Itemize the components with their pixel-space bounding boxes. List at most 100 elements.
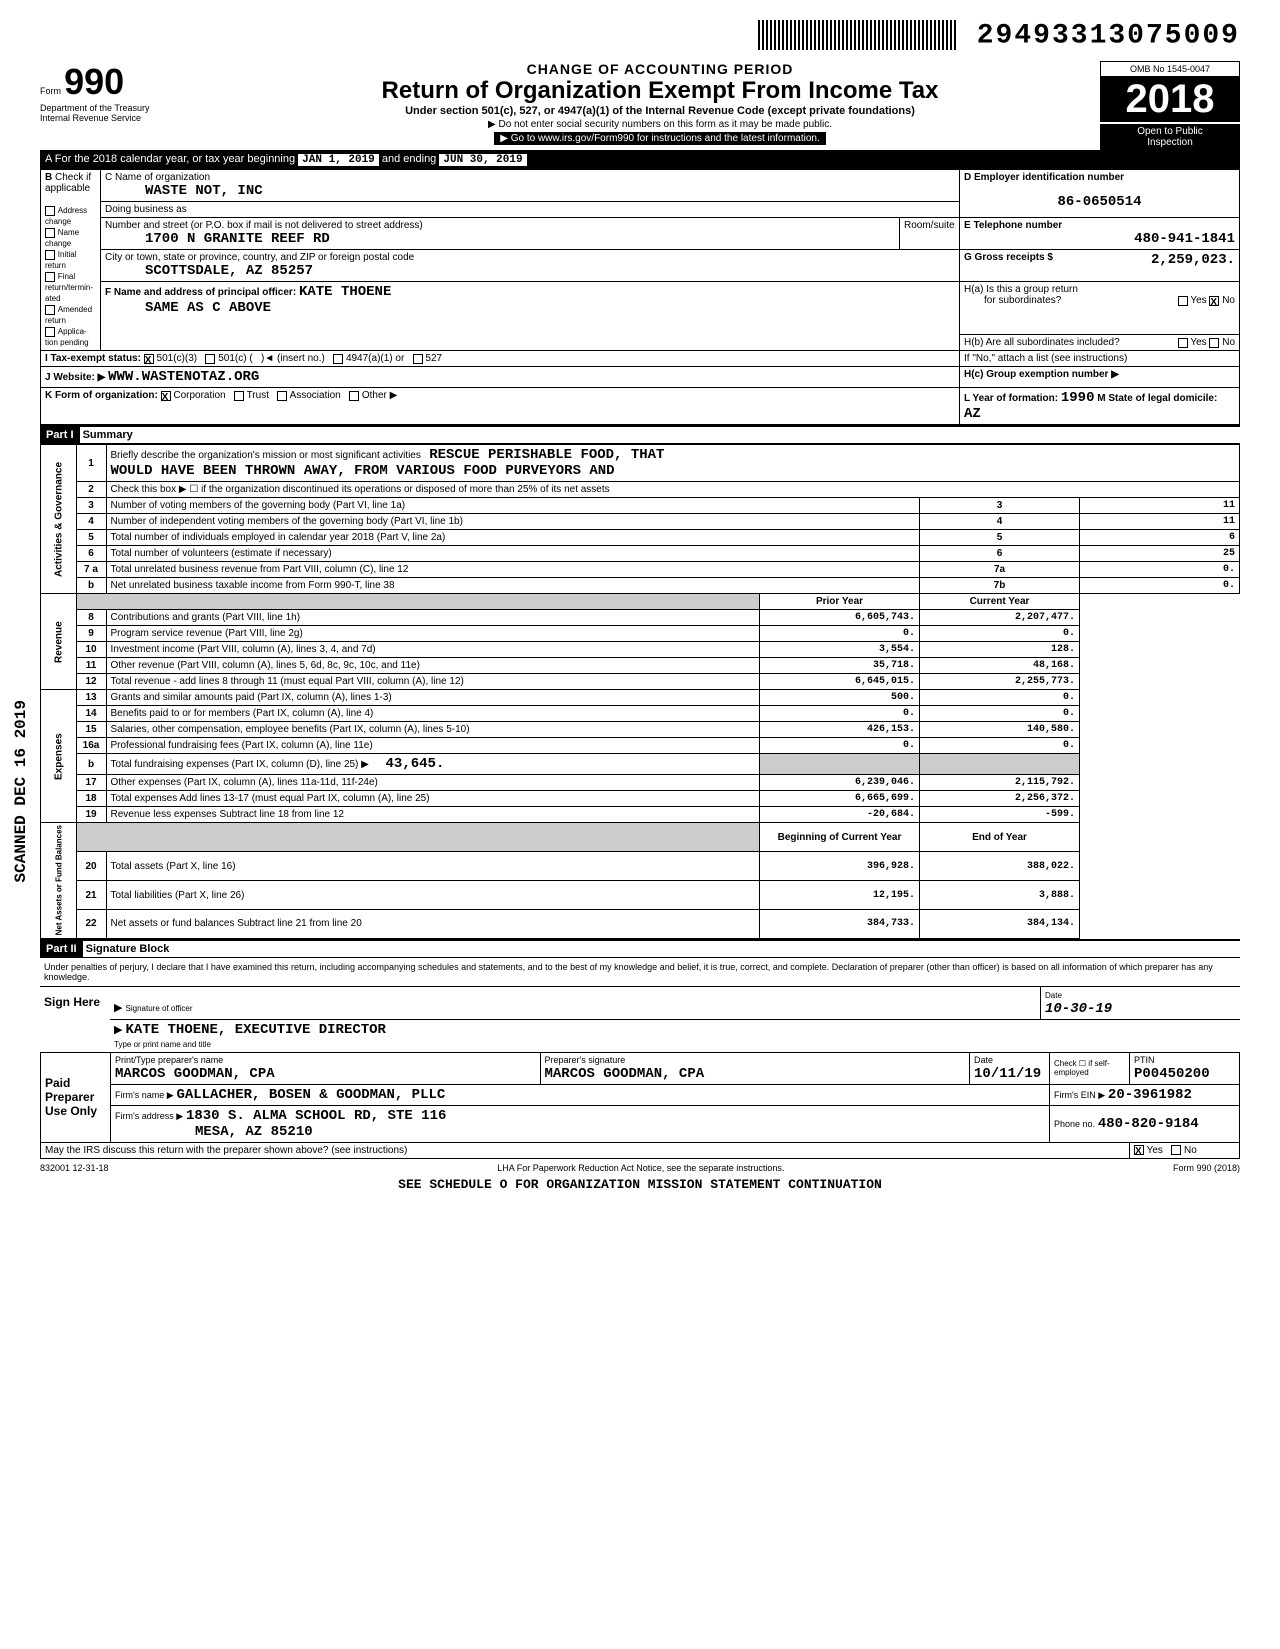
line19-desc: Revenue less expenses Subtract line 18 f… [106, 807, 760, 823]
mission-text-2: WOULD HAVE BEEN THROWN AWAY, FROM VARIOU… [111, 463, 615, 479]
hb-no-checkbox[interactable] [1209, 338, 1219, 348]
line15-num: 15 [76, 722, 106, 738]
line17-prior: 6,239,046. [760, 775, 920, 791]
final-return-checkbox[interactable] [45, 272, 55, 282]
discuss-no-checkbox[interactable] [1171, 1145, 1181, 1155]
dept-label: Department of the Treasury [40, 103, 220, 113]
sig-date-label: Date [1045, 991, 1062, 1000]
initial-return-checkbox[interactable] [45, 250, 55, 260]
preparer-label: Preparer [45, 1090, 94, 1104]
period-prefix: A For the 2018 calendar year, or tax yea… [45, 153, 295, 165]
line6-box: 6 [920, 546, 1080, 562]
header-right: OMB No 1545-0047 2018 Open to Public Ins… [1100, 61, 1240, 150]
application-checkbox[interactable] [45, 327, 55, 337]
section-e-label: E Telephone number [964, 220, 1062, 231]
scanned-stamp: SCANNED DEC 16 2019 [12, 700, 30, 882]
sig-date-value: 10-30-19 [1045, 1001, 1112, 1017]
line15-prior: 426,153. [760, 722, 920, 738]
line16a-prior: 0. [760, 738, 920, 754]
line8-num: 8 [76, 610, 106, 626]
vert-revenue: Revenue [41, 594, 77, 690]
527-checkbox[interactable] [413, 354, 423, 364]
line5-desc: Total number of individuals employed in … [106, 530, 920, 546]
hb-yes-checkbox[interactable] [1178, 338, 1188, 348]
mission-text-1: RESCUE PERISHABLE FOOD, THAT [429, 447, 664, 463]
line16a-curr: 0. [920, 738, 1080, 754]
section-k-label: K Form of organization: [45, 390, 158, 401]
line7a-box: 7a [920, 562, 1080, 578]
part1-title: Summary [83, 429, 133, 441]
line6-desc: Total number of volunteers (estimate if … [106, 546, 920, 562]
firm-city: MESA, AZ 85210 [115, 1124, 313, 1140]
other-checkbox[interactable] [349, 391, 359, 401]
self-employed-label: Check ☐ if self-employed [1050, 1052, 1130, 1084]
line7b-num: b [76, 578, 106, 594]
line18-curr: 2,256,372. [920, 791, 1080, 807]
other-label: Other ▶ [362, 390, 397, 401]
part1-label: Part I [40, 427, 80, 443]
ha-yes-checkbox[interactable] [1178, 296, 1188, 306]
line3-desc: Number of voting members of the governin… [106, 498, 920, 514]
name-change-checkbox[interactable] [45, 228, 55, 238]
sig-of-officer-label: Signature of officer [126, 1004, 193, 1013]
line21-prior: 12,195. [760, 881, 920, 910]
section-c-label: C Name of organization [105, 172, 210, 183]
officer-addr: SAME AS C ABOVE [105, 300, 271, 316]
line9-desc: Program service revenue (Part VIII, line… [106, 626, 760, 642]
city-value: SCOTTSDALE, AZ 85257 [105, 263, 313, 279]
yes-label: Yes [1190, 295, 1206, 306]
line3-num: 3 [76, 498, 106, 514]
instruction-1: ▶ Do not enter social security numbers o… [220, 119, 1100, 130]
schedule-continuation: SEE SCHEDULE O FOR ORGANIZATION MISSION … [40, 1177, 1240, 1192]
line7b-desc: Net unrelated business taxable income fr… [106, 578, 920, 594]
line6-val: 25 [1080, 546, 1240, 562]
section-f-label: F Name and address of principal officer: [105, 287, 296, 298]
gross-receipts: 2,259,023. [1151, 252, 1235, 268]
4947-checkbox[interactable] [333, 354, 343, 364]
line11-prior: 35,718. [760, 658, 920, 674]
perjury-text: Under penalties of perjury, I declare th… [40, 958, 1240, 986]
org-name: WASTE NOT, INC [105, 183, 263, 199]
line4-val: 11 [1080, 514, 1240, 530]
line14-desc: Benefits paid to or for members (Part IX… [106, 706, 760, 722]
line12-curr: 2,255,773. [920, 674, 1080, 690]
part2-title: Signature Block [86, 943, 170, 955]
type-name-label: Type or print name and title [114, 1040, 211, 1049]
website-url: WWW.WASTENOTAZ.ORG [108, 369, 259, 385]
open-inspection: Open to Public Inspection [1100, 124, 1240, 150]
line22-prior: 384,733. [760, 909, 920, 938]
discuss-yes-checkbox[interactable] [1134, 1145, 1144, 1155]
assoc-checkbox[interactable] [277, 391, 287, 401]
col-current: Current Year [920, 594, 1080, 610]
line16b-num: b [76, 754, 106, 775]
line3-box: 3 [920, 498, 1080, 514]
line8-curr: 2,207,477. [920, 610, 1080, 626]
footer-code: 832001 12-31-18 [40, 1163, 109, 1173]
corp-checkbox[interactable] [161, 391, 171, 401]
insert-label: (insert no.) [277, 353, 325, 364]
amended-checkbox[interactable] [45, 305, 55, 315]
address-change-checkbox[interactable] [45, 206, 55, 216]
trust-checkbox[interactable] [234, 391, 244, 401]
prep-date: 10/11/19 [974, 1066, 1041, 1082]
col-end: End of Year [920, 823, 1080, 852]
line10-desc: Investment income (Part VIII, column (A)… [106, 642, 760, 658]
line14-curr: 0. [920, 706, 1080, 722]
line10-prior: 3,554. [760, 642, 920, 658]
line13-prior: 500. [760, 690, 920, 706]
501c3-checkbox[interactable] [144, 354, 154, 364]
line4-box: 4 [920, 514, 1080, 530]
line9-curr: 0. [920, 626, 1080, 642]
firm-ein: 20-3961982 [1108, 1087, 1192, 1103]
firm-addr-label: Firm's address ▶ [115, 1111, 183, 1121]
line22-num: 22 [76, 909, 106, 938]
part1-header-row: Part I Summary [40, 425, 1240, 444]
vert-expenses: Expenses [41, 690, 77, 823]
501c-label: 501(c) ( [218, 353, 252, 364]
501c-checkbox[interactable] [205, 354, 215, 364]
ha-no-checkbox[interactable] [1209, 296, 1219, 306]
room-label: Room/suite [904, 220, 955, 231]
use-only-label: Use Only [45, 1104, 97, 1118]
line11-num: 11 [76, 658, 106, 674]
footer-form: Form 990 (2018) [1173, 1163, 1240, 1173]
